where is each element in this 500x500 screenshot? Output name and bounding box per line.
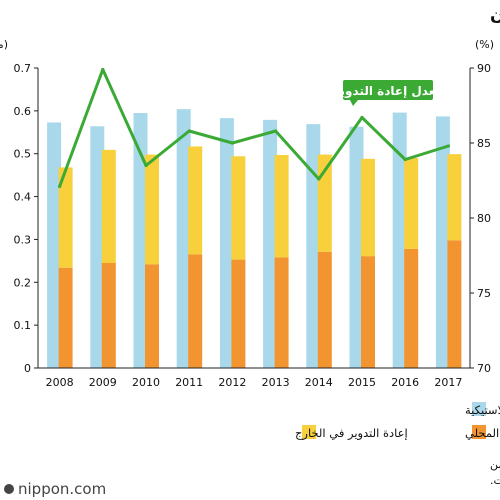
x-tick-label: 2014 — [305, 376, 333, 389]
brand-text: nippon.com — [18, 480, 106, 498]
rate-point — [446, 144, 450, 148]
bar-overseas-recycling — [447, 154, 462, 241]
brand-dot — [4, 484, 14, 494]
bar-sales — [219, 118, 234, 369]
bar-domestic-recycling — [58, 267, 73, 368]
legend: حجم مبيعات العبوات البلاستيكية إعادة الت… — [295, 402, 500, 441]
legend-swatch-sales — [472, 402, 486, 416]
rate-point — [101, 67, 105, 72]
bar-sales — [47, 122, 62, 368]
bar-overseas-recycling — [101, 149, 116, 263]
left-tick-label: 0.7 — [14, 62, 32, 75]
bar-overseas-recycling — [58, 167, 73, 268]
bar-domestic-recycling — [101, 263, 116, 368]
legend-label-domestic: إعادة التدوير المحلي — [465, 426, 500, 441]
rate-point — [187, 129, 191, 133]
bar-sales — [392, 112, 407, 368]
rate-point — [403, 157, 407, 162]
chart-title: معدل إعادة تدوير عبوات البولي إيثيلين تي… — [490, 5, 500, 25]
bar-sales — [263, 119, 278, 368]
bar-overseas-recycling — [231, 156, 246, 260]
left-tick-label: 0.6 — [14, 105, 32, 118]
right-tick-label: 80 — [477, 212, 491, 225]
recycling-rate-line — [58, 67, 450, 189]
bar-overseas-recycling — [317, 154, 332, 252]
left-tick-label: 0.4 — [14, 191, 32, 204]
bar-domestic-recycling — [317, 251, 332, 368]
rate-point — [144, 163, 148, 168]
bar-overseas-recycling — [404, 158, 419, 249]
legend-label-sales: حجم مبيعات العبوات البلاستيكية — [465, 403, 500, 418]
source-line-1: تم إعداد البيانات بواسطة Nippon.com استن… — [490, 458, 500, 471]
bar-overseas-recycling — [188, 146, 203, 255]
x-tick-label: 2016 — [391, 376, 419, 389]
x-tick-label: 2009 — [89, 376, 117, 389]
bar-domestic-recycling — [274, 257, 289, 368]
rate-point — [58, 184, 62, 189]
callout-pointer — [350, 100, 358, 106]
bar-domestic-recycling — [145, 264, 159, 368]
x-tick-label: 2017 — [434, 376, 462, 389]
x-axis: 2008 2009 2010 2011 2012 2013 2014 2015 2016 2017 — [37, 68, 471, 389]
bar-overseas-recycling — [145, 154, 159, 265]
bar-sales — [349, 126, 364, 368]
right-axis: 70 75 80 85 90 — [470, 62, 491, 375]
left-tick-label: 0.2 — [14, 276, 32, 289]
left-axis-unit: (مليون طن) — [0, 38, 8, 51]
bar-domestic-recycling — [188, 254, 203, 368]
brand-logo: nippon.com — [4, 480, 106, 498]
bar-domestic-recycling — [404, 248, 419, 368]
legend-swatch-overseas — [302, 425, 316, 439]
bar-sales — [133, 113, 148, 368]
bar-domestic-recycling — [231, 259, 246, 368]
x-tick-label: 2008 — [46, 376, 74, 389]
x-tick-label: 2013 — [262, 376, 290, 389]
x-tick-label: 2011 — [175, 376, 203, 389]
recycling-rate-callout: معدل إعادة التدوير — [332, 80, 443, 106]
rate-point — [317, 177, 321, 181]
bar-overseas-recycling — [361, 158, 375, 257]
legend-swatch-domestic — [472, 425, 486, 439]
left-tick-label: 0.5 — [14, 148, 32, 161]
left-tick-label: 0.1 — [14, 319, 32, 332]
x-tick-label: 2010 — [132, 376, 160, 389]
right-tick-label: 90 — [477, 62, 491, 75]
left-tick-label: 0.3 — [14, 233, 32, 246]
x-tick-label: 2012 — [218, 376, 246, 389]
bar-overseas-recycling — [274, 155, 289, 258]
bar-sales — [435, 116, 450, 368]
right-tick-label: 70 — [477, 362, 491, 375]
rate-point — [360, 115, 364, 120]
bar-domestic-recycling — [447, 240, 462, 368]
rate-point — [230, 141, 234, 145]
right-tick-label: 75 — [477, 287, 491, 300]
rate-point — [274, 129, 278, 133]
left-tick-label: 0 — [24, 362, 31, 375]
left-axis: 0 0.1 0.2 0.3 0.4 0.5 0.6 0.7 — [14, 62, 38, 375]
legend-label-overseas: إعادة التدوير في الخارج — [295, 426, 408, 441]
right-axis-unit: (%) — [475, 38, 494, 51]
x-tick-label: 2015 — [348, 376, 376, 389]
bar-sales — [176, 109, 191, 369]
bar-sales — [90, 126, 105, 369]
callout-label: معدل إعادة التدوير — [332, 84, 443, 99]
bar-domestic-recycling — [361, 256, 375, 368]
bars — [47, 109, 462, 369]
callout-box — [343, 80, 433, 100]
rate-line-path — [58, 68, 449, 188]
right-tick-label: 85 — [477, 137, 491, 150]
bar-sales — [306, 124, 321, 369]
